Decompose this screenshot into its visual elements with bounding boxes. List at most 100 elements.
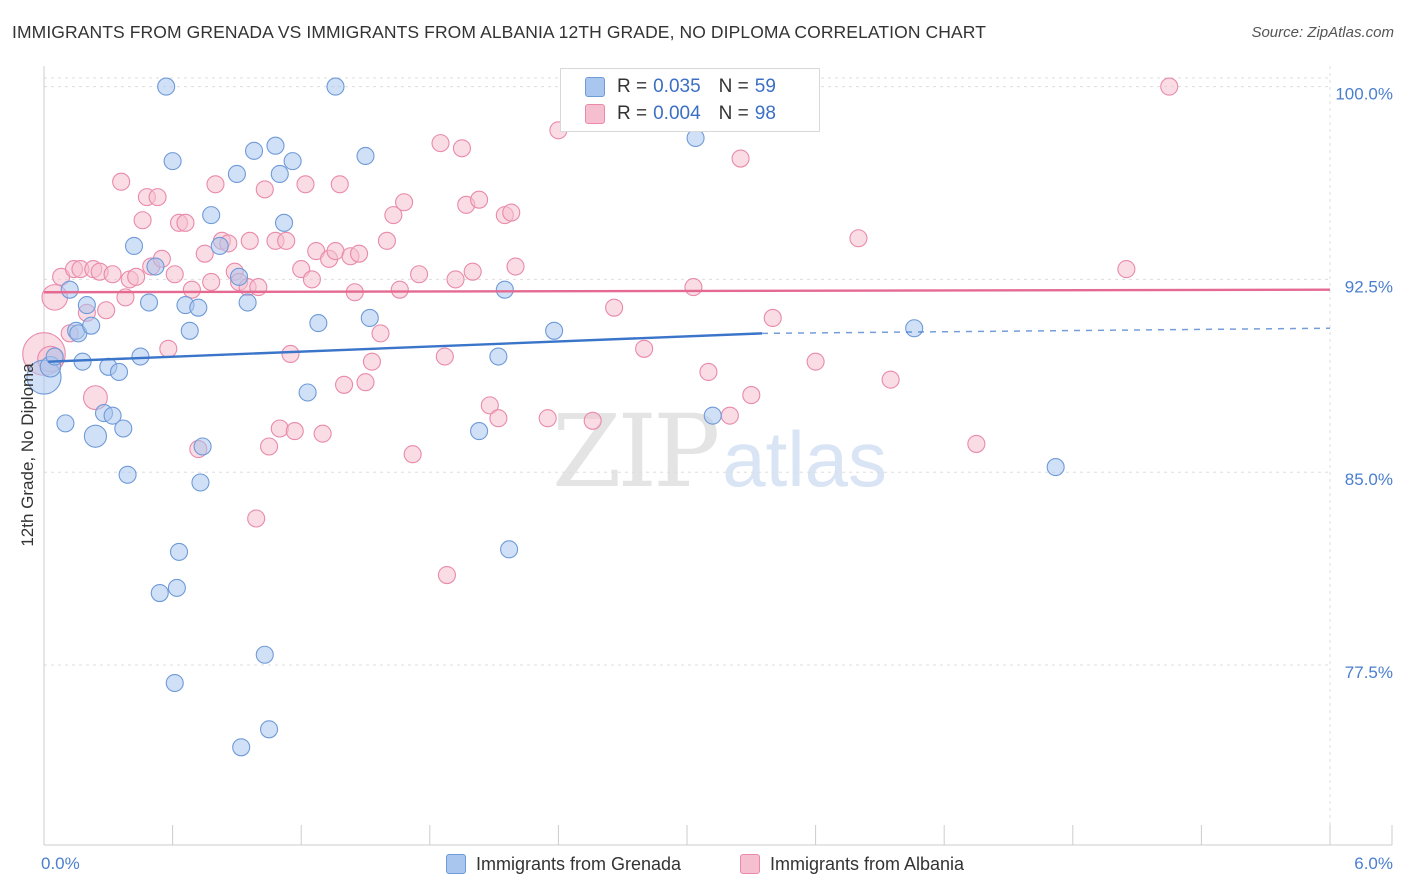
grenada-point (193, 437, 212, 456)
watermark-atlas: atlas (722, 415, 888, 503)
albania-point (446, 270, 465, 289)
grenada-point (118, 465, 137, 484)
grenada-point (495, 280, 514, 299)
bottom-legend-albania-label: Immigrants from Albania (770, 853, 965, 874)
grenada-trend-line (48, 332, 763, 363)
albania-point (133, 211, 152, 230)
albania-point (763, 308, 782, 328)
grenada-point (60, 280, 79, 299)
grenada-point (255, 645, 274, 664)
albania-point (82, 385, 108, 411)
grenada-point (146, 257, 165, 276)
grenada-point (103, 406, 122, 425)
grenada-point (229, 267, 249, 286)
albania-point (684, 278, 703, 297)
albania-point (849, 229, 868, 248)
label-layer: 100.0% 92.5% 85.0% 77.5% 0.0% 6.0% 12th Grade,… (18, 85, 1393, 873)
legend-grenada-n-value: 59 (754, 76, 776, 97)
albania-point (489, 409, 508, 428)
grenada-point (326, 77, 345, 96)
albania-point (206, 175, 225, 194)
albania-point (127, 267, 146, 286)
albania-point (330, 175, 349, 194)
grenada-point (270, 164, 289, 184)
albania-point (806, 352, 825, 371)
albania-point (247, 509, 266, 528)
grenada-point (167, 578, 186, 597)
grenada-point (360, 308, 379, 328)
albania-point (195, 244, 214, 263)
albania-point (285, 422, 304, 441)
albania-point (605, 298, 624, 317)
albania-point (362, 352, 381, 371)
watermark-zip: ZIP (552, 393, 720, 510)
grid-layer (44, 66, 1331, 845)
y-axis-title: 12th Grade, No Diploma (18, 363, 37, 547)
legend-row-grenada: R = 0.035 N = 59 (585, 75, 776, 99)
albania-point (506, 257, 525, 276)
albania-point (583, 411, 602, 430)
legend-grenada-n-label: N = (718, 76, 749, 97)
grenada-point (189, 298, 208, 317)
albania-point (176, 213, 195, 232)
legend-albania-n-label: N = (718, 103, 749, 124)
grenada-point (202, 206, 221, 225)
albania-point (356, 373, 375, 392)
albania-point (699, 362, 718, 381)
y-tick-label: 77.5% (1345, 663, 1393, 682)
grenada-point (165, 673, 184, 693)
grenada-point (131, 347, 150, 366)
albania-point (635, 339, 654, 358)
grenada-point (139, 293, 159, 312)
albania-point (302, 270, 321, 289)
grenada-point (298, 383, 317, 402)
grenada-point (259, 720, 279, 739)
albania-point (538, 409, 557, 428)
albania-point (731, 149, 750, 168)
x-tick-label: 0.0% (41, 854, 80, 873)
grenada-point (56, 414, 75, 433)
albania-point (967, 434, 986, 453)
albania-point (259, 437, 279, 456)
bottom-swatch-grenada (446, 854, 466, 874)
y-tick-label: 85.0% (1345, 470, 1393, 489)
grenada-point (169, 542, 189, 561)
albania-point (480, 396, 499, 415)
grenada-point (82, 316, 101, 335)
bottom-legend-albania: Immigrants from Albania (740, 852, 964, 876)
albania-point (452, 139, 472, 158)
albania-point (277, 231, 296, 250)
albania-point (148, 188, 167, 207)
albania-point (249, 278, 268, 297)
grenada-point (163, 152, 182, 171)
albania-point (296, 175, 315, 194)
albania-point (335, 375, 354, 394)
grenada-point (545, 321, 564, 340)
grenada-point (309, 314, 328, 333)
albania-point (350, 244, 369, 263)
grenada-point (905, 319, 924, 338)
grenada-point (238, 293, 257, 312)
grenada-point (703, 406, 722, 425)
bottom-swatch-albania (740, 854, 760, 874)
albania-point (881, 370, 900, 389)
grenada-point (275, 213, 294, 232)
albania-point (182, 280, 201, 299)
legend-albania-r-value: 0.004 (653, 103, 701, 124)
x-tick-label: 6.0% (1354, 854, 1393, 873)
y-tick-label: 100.0% (1335, 85, 1393, 104)
grenada-point (77, 296, 96, 315)
albania-point (313, 424, 332, 443)
grenada-point (1046, 458, 1065, 477)
albania-point (395, 193, 414, 212)
axis-layer (43, 66, 1393, 846)
grenada-point (191, 473, 210, 492)
albania-point (326, 242, 345, 261)
legend-swatch-grenada (585, 77, 605, 97)
albania-point (103, 265, 122, 284)
legend-row-albania: R = 0.004 N = 98 (585, 102, 776, 126)
albania-point (255, 180, 274, 199)
legend-grenada-r-label: R = (617, 76, 648, 97)
albania-point (1117, 260, 1136, 279)
